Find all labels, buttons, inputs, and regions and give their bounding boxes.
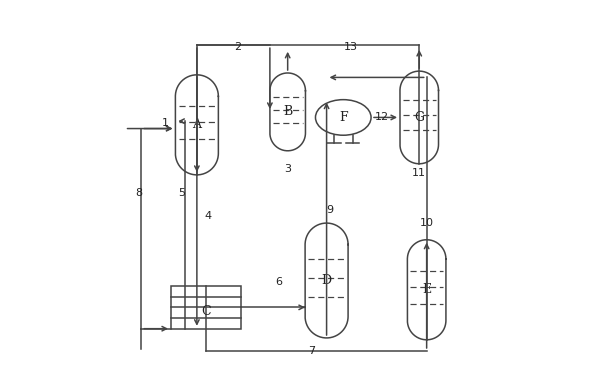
Text: F: F [339,111,348,124]
Text: 2: 2 [234,42,241,52]
Text: 12: 12 [375,112,389,122]
Text: C: C [201,305,211,318]
Text: 9: 9 [327,205,334,215]
Text: A: A [192,118,201,131]
Text: B: B [283,105,292,118]
Text: 6: 6 [275,278,282,287]
Text: 1: 1 [162,118,169,128]
Text: G: G [414,111,424,124]
Text: 8: 8 [135,188,142,198]
Text: 10: 10 [420,218,434,228]
Text: 13: 13 [344,42,358,52]
Text: E: E [422,283,431,296]
Text: 7: 7 [308,346,315,356]
Text: 11: 11 [412,168,427,178]
Text: D: D [321,274,332,287]
Bar [171,286,241,329]
Text: 3: 3 [284,164,291,174]
Text: 4: 4 [204,211,212,221]
Text: 5: 5 [178,188,186,198]
